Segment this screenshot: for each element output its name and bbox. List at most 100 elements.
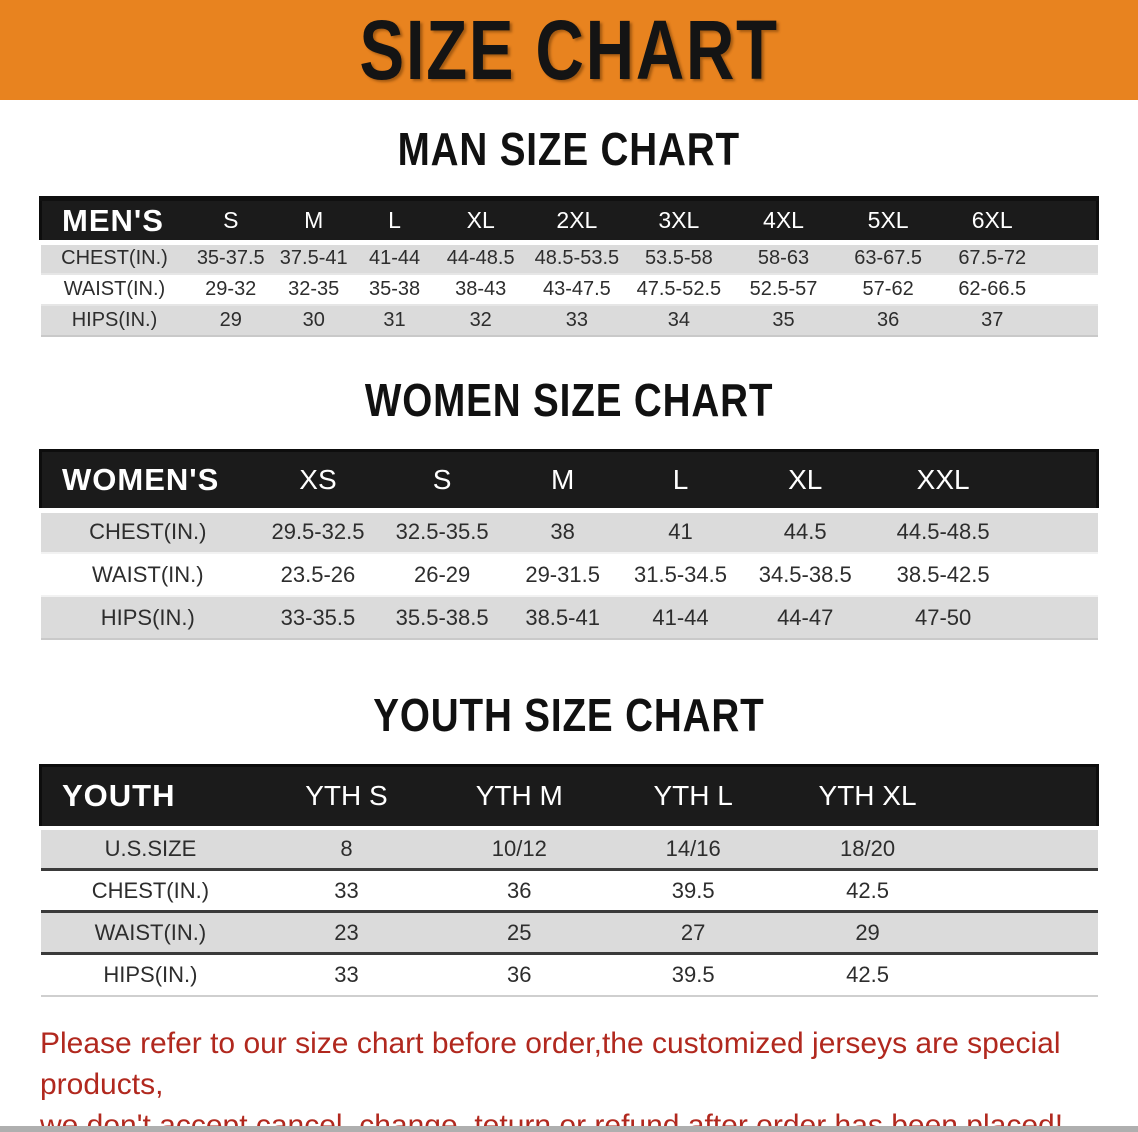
- men-corner-label: MEN'S: [40, 198, 189, 245]
- women-corner-label: WOMEN'S: [40, 450, 256, 513]
- size-value: 36: [836, 304, 940, 336]
- size-value: 32.5-35.5: [380, 510, 504, 553]
- size-value: 23: [260, 911, 433, 954]
- men-size-column-header: 3XL: [627, 198, 731, 245]
- size-value: 53.5-58: [627, 242, 731, 274]
- youth-size-table: YOUTH YTH S YTH M YTH L YTH XL U.S.SIZE 8 10/1…: [39, 764, 1099, 997]
- spacer-cell: [954, 765, 1098, 830]
- spacer-cell: [954, 911, 1098, 954]
- size-value: 63-67.5: [836, 242, 940, 274]
- spacer-cell: [1044, 273, 1098, 305]
- size-value: 27: [605, 911, 781, 954]
- women-table-row: HIPS(IN.) 33-35.5 35.5-38.5 38.5-41 41-44 44-…: [40, 596, 1098, 639]
- measurement-label: HIPS(IN.): [40, 304, 189, 336]
- size-value: 43-47.5: [526, 273, 628, 305]
- size-value: 34: [627, 304, 731, 336]
- women-section-title: WOMEN SIZE CHART: [0, 377, 1138, 423]
- men-size-table: MEN'S S M L XL 2XL 3XL 4XL 5XL 6XL CHEST(IN.) 35-3…: [39, 196, 1099, 337]
- page-title: SIZE CHART: [359, 3, 779, 97]
- youth-size-column-header: YTH L: [605, 765, 781, 830]
- women-size-column-header: L: [621, 450, 740, 513]
- youth-size-column-header: YTH XL: [780, 765, 955, 830]
- women-size-column-header: S: [380, 450, 504, 513]
- size-value: 62-66.5: [939, 273, 1045, 305]
- youth-size-column-header: YTH M: [432, 765, 606, 830]
- size-value: 44.5: [739, 510, 872, 553]
- size-value: 47-50: [871, 596, 1016, 639]
- size-value: 31.5-34.5: [621, 553, 740, 596]
- youth-section: YOUTH SIZE CHART YOUTH YTH S YTH M YTH L YTH…: [0, 692, 1138, 997]
- youth-corner-label: YOUTH: [40, 765, 261, 830]
- size-value: 44-47: [739, 596, 872, 639]
- men-size-column-header: XL: [434, 198, 527, 245]
- size-value: 52.5-57: [730, 273, 837, 305]
- men-header-row: MEN'S S M L XL 2XL 3XL 4XL 5XL 6XL: [40, 198, 1098, 245]
- youth-table-row: WAIST(IN.) 23 25 27 29: [40, 911, 1098, 954]
- size-value: 35.5-38.5: [380, 596, 504, 639]
- spacer-cell: [954, 827, 1098, 870]
- size-value: 38: [503, 510, 622, 553]
- spacer-cell: [1015, 553, 1098, 596]
- men-size-column-header: 6XL: [939, 198, 1045, 245]
- spacer-cell: [1015, 510, 1098, 553]
- size-value: 25: [432, 911, 606, 954]
- size-value: 33: [526, 304, 628, 336]
- size-value: 32-35: [273, 273, 355, 305]
- youth-size-column-header: YTH S: [260, 765, 433, 830]
- spacer-cell: [1015, 450, 1098, 513]
- size-value: 29: [780, 911, 955, 954]
- size-value: 41: [621, 510, 740, 553]
- size-value: 33: [260, 953, 433, 996]
- size-value: 58-63: [730, 242, 837, 274]
- size-value: 38.5-41: [503, 596, 622, 639]
- size-value: 44.5-48.5: [871, 510, 1016, 553]
- size-value: 44-48.5: [434, 242, 527, 274]
- size-value: 23.5-26: [255, 553, 381, 596]
- size-value: 29.5-32.5: [255, 510, 381, 553]
- size-value: 33: [260, 869, 433, 912]
- size-value: 41-44: [621, 596, 740, 639]
- women-size-column-header: XL: [739, 450, 872, 513]
- size-value: 8: [260, 827, 433, 870]
- size-value: 36: [432, 869, 606, 912]
- women-size-table: WOMEN'S XS S M L XL XXL CHEST(IN.) 29.5-32.5 32.…: [39, 449, 1099, 641]
- youth-section-title: YOUTH SIZE CHART: [0, 692, 1138, 738]
- size-value: 67.5-72: [939, 242, 1045, 274]
- women-size-column-header: XXL: [871, 450, 1016, 513]
- size-value: 57-62: [836, 273, 940, 305]
- size-value: 36: [432, 953, 606, 996]
- size-value: 29: [188, 304, 274, 336]
- men-size-column-header: 4XL: [730, 198, 837, 245]
- women-section-title-text: WOMEN SIZE CHART: [364, 373, 774, 426]
- size-value: 35: [730, 304, 837, 336]
- men-size-column-header: L: [354, 198, 435, 245]
- men-size-column-header: 5XL: [836, 198, 940, 245]
- banner: SIZE CHART: [0, 0, 1138, 100]
- size-value: 29-32: [188, 273, 274, 305]
- order-policy-note: Please refer to our size chart before or…: [40, 1023, 1110, 1132]
- youth-table-row: HIPS(IN.) 33 36 39.5 42.5: [40, 953, 1098, 996]
- youth-table-row: CHEST(IN.) 33 36 39.5 42.5: [40, 869, 1098, 912]
- women-section: WOMEN SIZE CHART WOMEN'S XS S M L XL XXL CHEST…: [0, 377, 1138, 641]
- men-size-column-header: S: [188, 198, 274, 245]
- size-value: 14/16: [605, 827, 781, 870]
- measurement-label: WAIST(IN.): [40, 911, 261, 954]
- women-table-row: CHEST(IN.) 29.5-32.5 32.5-35.5 38 41 44.5 44.5…: [40, 510, 1098, 553]
- size-value: 37.5-41: [273, 242, 355, 274]
- size-value: 42.5: [780, 953, 955, 996]
- size-value: 18/20: [780, 827, 955, 870]
- men-table-row: CHEST(IN.) 35-37.5 37.5-41 41-44 44-48.5 48.5…: [40, 242, 1098, 274]
- size-value: 29-31.5: [503, 553, 622, 596]
- bottom-edge-strip: [0, 1126, 1138, 1132]
- youth-header-row: YOUTH YTH S YTH M YTH L YTH XL: [40, 765, 1098, 830]
- size-value: 10/12: [432, 827, 606, 870]
- spacer-cell: [954, 869, 1098, 912]
- size-value: 41-44: [354, 242, 435, 274]
- men-section-title: MAN SIZE CHART: [0, 126, 1138, 172]
- measurement-label: HIPS(IN.): [40, 953, 261, 996]
- measurement-label: CHEST(IN.): [40, 242, 189, 274]
- size-value: 38-43: [434, 273, 527, 305]
- size-value: 35-38: [354, 273, 435, 305]
- spacer-cell: [1044, 304, 1098, 336]
